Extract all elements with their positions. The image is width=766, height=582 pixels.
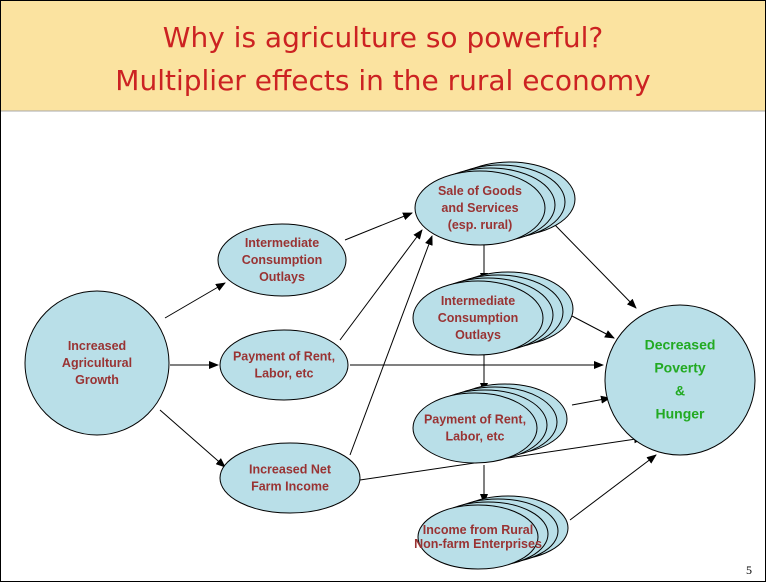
node: Intermediate Consumption Outlays [217,223,347,297]
node-shape [412,280,544,356]
node-label: Intermediate [245,236,319,250]
node-label: Decreased [645,337,716,353]
node-shape [412,392,538,464]
node: Decreased Poverty & Hunger [604,304,756,456]
node: Payment of Rent, Labor, etc [219,329,349,401]
node-label: Payment of Rent, [233,350,335,364]
node-label: Increased Net [249,463,332,477]
node-shape [604,304,756,456]
title-line: Why is agriculture so powerful? [163,21,603,54]
node-label: Income from Rural [423,523,533,537]
node-shape [219,329,349,401]
node-label: Consumption [438,311,519,325]
node: Payment of Rent, Labor, etc [412,383,568,464]
node-shape [24,290,170,436]
node-label: Labor, etc [445,430,504,444]
node-label: Outlays [455,328,501,342]
title-line: Multiplier effects in the rural economy [115,64,650,97]
arrows [159,212,657,521]
nodes: Increased Agricultural Growth Intermediate C… [24,161,756,570]
node-label: (esp. rural) [448,218,513,232]
node-shape [417,504,539,570]
node: Increased Net Farm Income [219,442,361,514]
node: Sale of Goods and Services (esp. rural) [414,161,576,246]
node-label: & [675,383,685,399]
node-shape [217,223,347,297]
node-shape [414,170,546,246]
node-label: Increased [68,339,126,353]
page-number: 5 [746,563,752,577]
node-label: Intermediate [441,294,515,308]
node-label: Farm Income [251,480,329,494]
node-label: Non-farm Enterprises [414,537,542,551]
node-label: Growth [75,373,119,387]
title-band [1,1,765,111]
node-label: Sale of Goods [438,184,522,198]
node-label: Labor, etc [254,367,313,381]
node-label: and Services [441,201,518,215]
node-label: Consumption [242,253,323,267]
node-label: Agricultural [62,356,132,370]
node: Intermediate Consumption Outlays [412,271,574,356]
node-label: Outlays [259,270,305,284]
node-label: Hunger [656,406,706,422]
node-shape [219,442,361,514]
node-label: Payment of Rent, [424,413,526,427]
node: Increased Agricultural Growth [24,290,170,436]
node-label: Poverty [654,360,706,376]
